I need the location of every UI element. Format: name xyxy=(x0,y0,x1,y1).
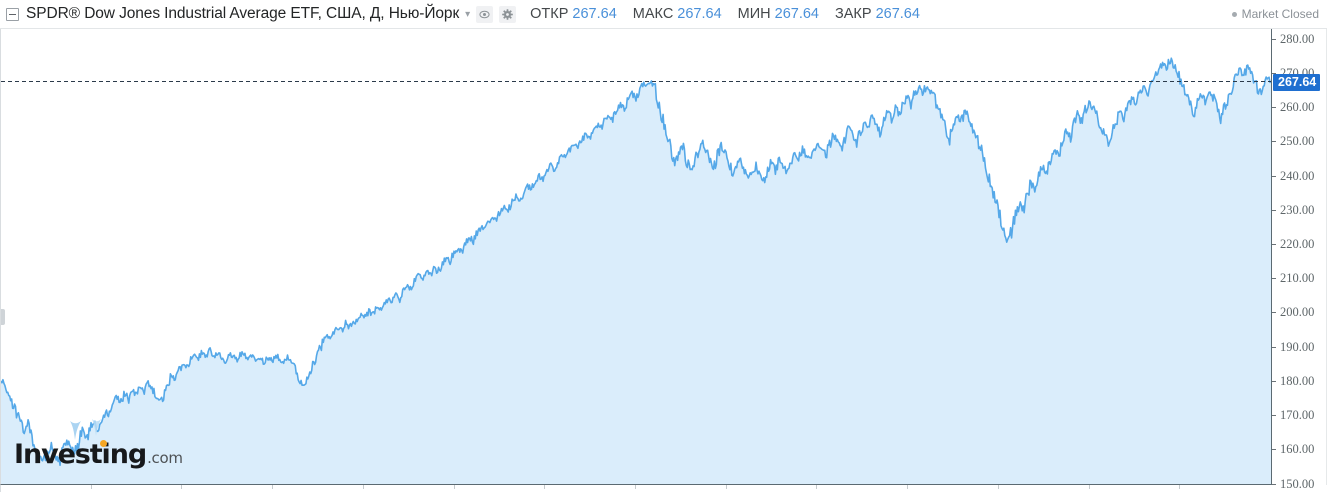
x-axis-tick-mark xyxy=(816,485,817,489)
y-axis-tick-mark xyxy=(1272,141,1276,143)
y-axis-tick: 230.00 xyxy=(1272,203,1314,217)
y-axis-tick-label: 240.00 xyxy=(1280,168,1315,183)
y-axis-tick-label: 220.00 xyxy=(1280,237,1315,252)
ohlc-high-value: 267.64 xyxy=(677,6,722,22)
y-axis-tick: 200.00 xyxy=(1272,305,1315,320)
x-axis-tick-mark xyxy=(907,485,908,489)
y-axis-tick-mark xyxy=(1272,244,1276,246)
x-axis-tick-mark xyxy=(635,485,636,489)
y-axis-tick: 220.00 xyxy=(1272,237,1315,252)
x-axis-tick-mark xyxy=(1179,485,1180,489)
y-axis-tick: 260.00 xyxy=(1272,100,1315,115)
price-area-series xyxy=(1,57,1271,484)
y-axis-tick: 190.00 xyxy=(1272,340,1314,354)
x-axis-tick-mark xyxy=(1089,485,1090,489)
y-axis-tick-label: 280.00 xyxy=(1280,31,1315,46)
y-axis-tick-mark xyxy=(1272,483,1276,485)
y-axis-tick: 280.00 xyxy=(1272,32,1314,46)
x-axis-tick-mark xyxy=(181,485,182,489)
ohlc-close: ЗАКР 267.64 xyxy=(835,6,920,22)
gear-settings-icon[interactable] xyxy=(499,5,517,23)
y-axis-tick-label: 160.00 xyxy=(1280,442,1315,457)
ohlc-low: МИН 267.64 xyxy=(738,6,819,22)
y-axis-tick: 160.00 xyxy=(1272,442,1315,457)
y-axis-tick-mark xyxy=(1272,415,1276,417)
price-line xyxy=(1,57,1271,467)
ohlc-low-value: 267.64 xyxy=(774,6,819,22)
ohlc-high-label: МАКС xyxy=(632,6,674,22)
y-axis-tick-label: 250.00 xyxy=(1280,134,1315,149)
y-axis-tick-mark xyxy=(1272,346,1276,348)
y-axis-tick-mark xyxy=(1272,380,1276,382)
x-axis-tick-mark xyxy=(544,485,545,489)
chevron-down-icon[interactable]: ▾ xyxy=(465,9,471,20)
x-axis-tick-mark xyxy=(91,485,92,489)
y-axis-tick-mark xyxy=(1272,72,1276,74)
x-axis-tick-mark xyxy=(726,485,727,489)
eye-visibility-icon[interactable] xyxy=(476,5,494,23)
y-axis-tick-mark xyxy=(1272,107,1276,109)
ohlc-close-label: ЗАКР xyxy=(835,6,872,22)
y-axis-tick: 150.00 xyxy=(1272,477,1314,491)
y-axis-tick: 240.00 xyxy=(1272,169,1314,183)
chart-header: SPDR® Dow Jones Industrial Average ETF, … xyxy=(0,0,1327,29)
y-axis-tick-label: 170.00 xyxy=(1280,408,1315,423)
y-axis-tick-label: 180.00 xyxy=(1280,373,1315,388)
x-axis-tick-mark xyxy=(454,485,455,489)
left-resize-handle[interactable] xyxy=(1,309,5,325)
x-axis-tick-mark xyxy=(363,485,364,489)
y-axis-tick: 180.00 xyxy=(1272,374,1314,388)
y-axis-tick-mark xyxy=(1272,449,1276,451)
instrument-title: SPDR® Dow Jones Industrial Average ETF, … xyxy=(26,5,460,22)
y-axis-tick-label: 260.00 xyxy=(1280,100,1315,115)
y-axis[interactable]: 280.00 270.00 260.00 250.00 240.00 230.00 220.… xyxy=(1271,29,1327,491)
chart-area: Investing .com 280.00 270.00 260.00 250.00 2… xyxy=(0,29,1327,492)
y-axis-tick-label: 150.00 xyxy=(1280,476,1315,491)
y-axis-tick: 170.00 xyxy=(1272,408,1315,423)
y-axis-tick: 210.00 xyxy=(1272,271,1315,286)
status-dot-icon xyxy=(1231,11,1237,17)
ohlc-open-value: 267.64 xyxy=(572,6,617,22)
ohlc-low-label: МИН xyxy=(737,6,771,22)
ohlc-close-value: 267.64 xyxy=(875,6,920,22)
y-axis-tick: 250.00 xyxy=(1272,134,1315,149)
y-axis-tick-label: 200.00 xyxy=(1280,305,1315,320)
price-area-fill xyxy=(1,58,1271,484)
y-axis-tick-mark xyxy=(1272,278,1276,280)
y-axis-tick-mark xyxy=(1272,38,1276,40)
ohlc-values: ОТКР 267.64 МАКС 267.64 МИН 267.64 ЗАКР … xyxy=(530,6,920,22)
market-status-badge: Market Closed xyxy=(1231,7,1319,21)
current-price-badge: 267.64 xyxy=(1273,73,1321,91)
collapse-minus-box-icon[interactable] xyxy=(6,7,19,21)
x-axis-left-edge xyxy=(0,485,1,492)
y-axis-tick-mark xyxy=(1272,175,1276,177)
y-axis-tick-mark xyxy=(1272,312,1276,314)
y-axis-tick-label: 230.00 xyxy=(1280,202,1315,217)
y-axis-tick-mark xyxy=(1272,209,1276,211)
price-plot[interactable]: Investing .com xyxy=(0,29,1271,485)
y-axis-tick-label: 190.00 xyxy=(1280,339,1315,354)
x-axis-tick-mark xyxy=(998,485,999,489)
x-axis-tick-mark xyxy=(272,485,273,489)
y-axis-tick-label: 210.00 xyxy=(1280,271,1315,286)
ohlc-open: ОТКР 267.64 xyxy=(530,6,617,22)
ohlc-high: МАКС 267.64 xyxy=(633,6,722,22)
market-status-label: Market Closed xyxy=(1241,7,1319,21)
x-axis[interactable] xyxy=(0,485,1327,492)
ohlc-open-label: ОТКР xyxy=(530,6,569,22)
